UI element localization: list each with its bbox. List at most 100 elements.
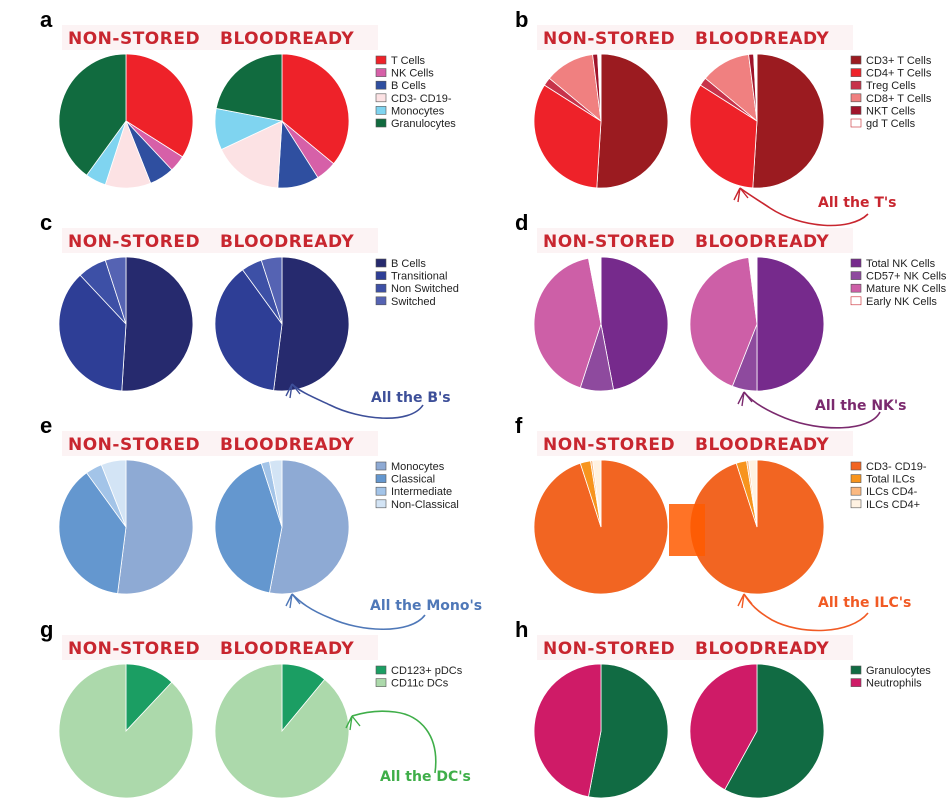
slice-non-classical [268,459,283,528]
slice-gd-t-cells [753,53,758,122]
legend-label: CD4+ T Cells [866,68,932,80]
pie-d-bloodready [689,256,825,392]
legend-swatch [375,474,387,483]
panel-letter-g: g [40,617,53,642]
header-bloodready: BLOODREADY [695,639,829,659]
legend-label: Non Switched [391,283,459,295]
annotation-d: All the NK's [737,391,907,429]
slice-monocytes [117,459,194,595]
legend-swatch [850,271,862,280]
header-bloodready: BLOODREADY [220,29,354,49]
annotation-f: All the ILC's [737,593,911,632]
ilc-highlight-block [669,504,705,556]
legend-swatch [850,499,862,509]
annotation-arrowhead [345,715,361,731]
legend-label: Non-Classical [391,499,459,511]
header-band [62,431,378,456]
header-non-stored: NON-STORED [68,232,200,252]
legend-swatch [850,118,862,128]
annotation-text: All the NK's [815,398,907,414]
pie-f-non-stored [533,459,669,595]
header-non-stored: NON-STORED [68,435,200,455]
legend-label: CD3- CD19- [391,93,452,105]
header-bloodready: BLOODREADY [220,232,354,252]
annotation-arrowhead [733,187,749,203]
slice-neutrophils [689,663,758,791]
legend-swatch [375,55,387,65]
legend-label: Transitional [391,271,447,283]
pie-c-bloodready [214,256,350,392]
pie-b-bloodready [689,53,825,189]
annotation-text: All the T's [818,195,897,211]
slice-total-nk-cells [756,256,825,392]
annotation-g: All the DC's [345,710,471,785]
slice-granulocytes [724,663,825,799]
panel-e: e NON-STORED BLOODREADY MonocytesClassicalI… [40,413,482,630]
panel-d: d NON-STORED BLOODREADY Total NK CellsCD57+… [515,210,946,429]
panel-h: h NON-STORED BLOODREADY GranulocytesNeutrop… [515,617,931,799]
header-band [537,228,853,253]
legend-label: Intermediate [391,486,452,498]
legend-swatch [375,271,387,280]
pie-b-non-stored [533,53,669,189]
legend-swatch [850,665,862,675]
legend-label: ILCs CD4- [866,486,918,498]
legend-swatch [375,486,387,496]
header-non-stored: NON-STORED [68,639,200,659]
annotation-arrow [291,593,426,630]
legend-label: Switched [391,296,436,308]
annotation-arrowhead [737,391,753,407]
legend-swatch [375,461,387,471]
annotation-text: All the ILC's [818,595,911,611]
pie-g-non-stored [58,663,194,799]
legend-swatch [850,474,862,483]
slice-total-nk-cells [600,256,669,391]
pie-f-bloodready [689,459,825,595]
annotation-arrow [291,383,424,419]
pie-d-non-stored [533,256,669,392]
legend-label: ILCs CD4+ [866,499,920,511]
pie-g-bloodready [214,663,350,799]
panel-letter-e: e [40,413,52,438]
panel-letter-d: d [515,210,528,235]
slice-ilcs-cd4- [748,459,758,528]
slice-ilcs-cd4- [592,459,602,528]
slice-classical [58,472,127,594]
legend-swatch [375,499,387,509]
legend-swatch [375,68,387,77]
slice-early-nk-cells [587,256,602,325]
legend-label: Neutrophils [866,678,922,690]
slice-non-classical [100,459,127,528]
panel-c: c NON-STORED BLOODREADY B CellsTransitional… [40,210,459,419]
slice-cd11c-dcs [214,663,350,799]
slice-cd3-t-cells [596,53,669,189]
legend-label: Monocytes [391,461,445,473]
legend-label: Mature NK Cells [866,283,946,295]
annotation-arrowhead [737,593,753,609]
legend-swatch [375,93,387,103]
header-bloodready: BLOODREADY [220,435,354,455]
slice-neutrophils [533,663,602,798]
annotation-b: All the T's [733,187,897,227]
slice-switched [104,256,127,325]
legend-label: Monocytes [391,105,445,117]
legend-swatch [375,258,387,268]
legend-label: B Cells [391,258,426,270]
legend-swatch [375,665,387,675]
slice-cd3-t-cells [752,53,825,189]
panel-f: f NON-STORED BLOODREADY CD3- CD19-Total ILC… [515,413,927,632]
legend-label: Granulocytes [866,665,931,677]
legend-label: NK Cells [391,68,434,80]
legend-label: CD8+ T Cells [866,93,932,105]
pie-e-bloodready [214,459,350,595]
header-band [537,635,853,660]
slice-cd11c-dcs [58,663,194,799]
slice-mature-nk-cells [533,257,602,389]
header-non-stored: NON-STORED [543,639,675,659]
header-bloodready: BLOODREADY [695,435,829,455]
